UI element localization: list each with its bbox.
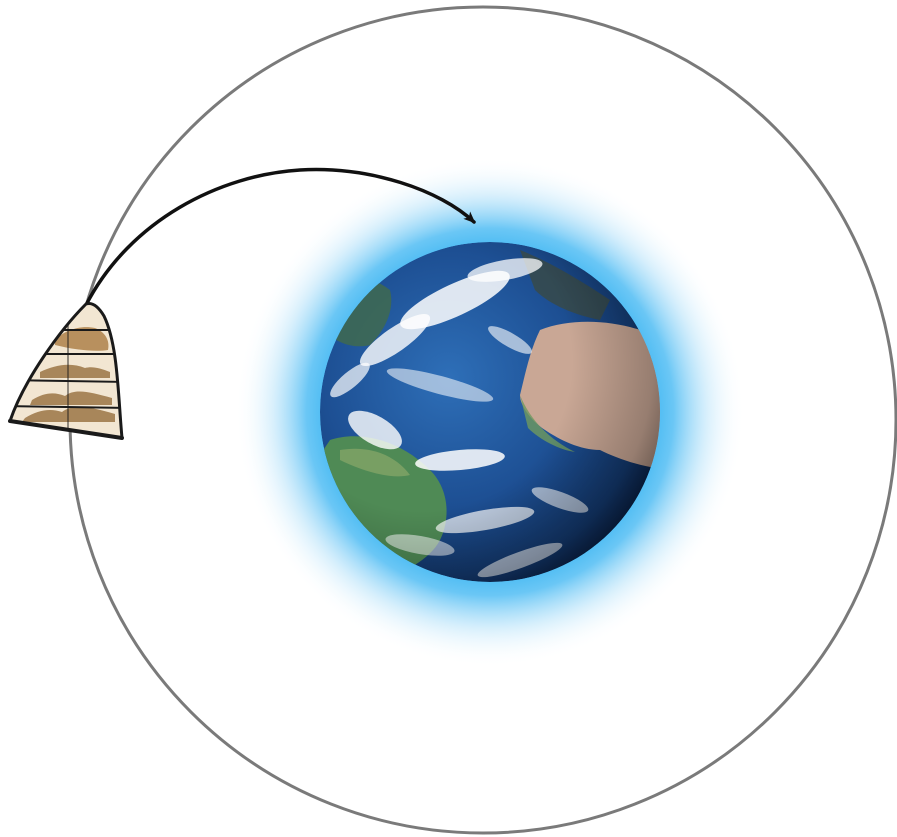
trajectory-arrow xyxy=(84,167,476,307)
orbiting-object xyxy=(8,302,124,440)
